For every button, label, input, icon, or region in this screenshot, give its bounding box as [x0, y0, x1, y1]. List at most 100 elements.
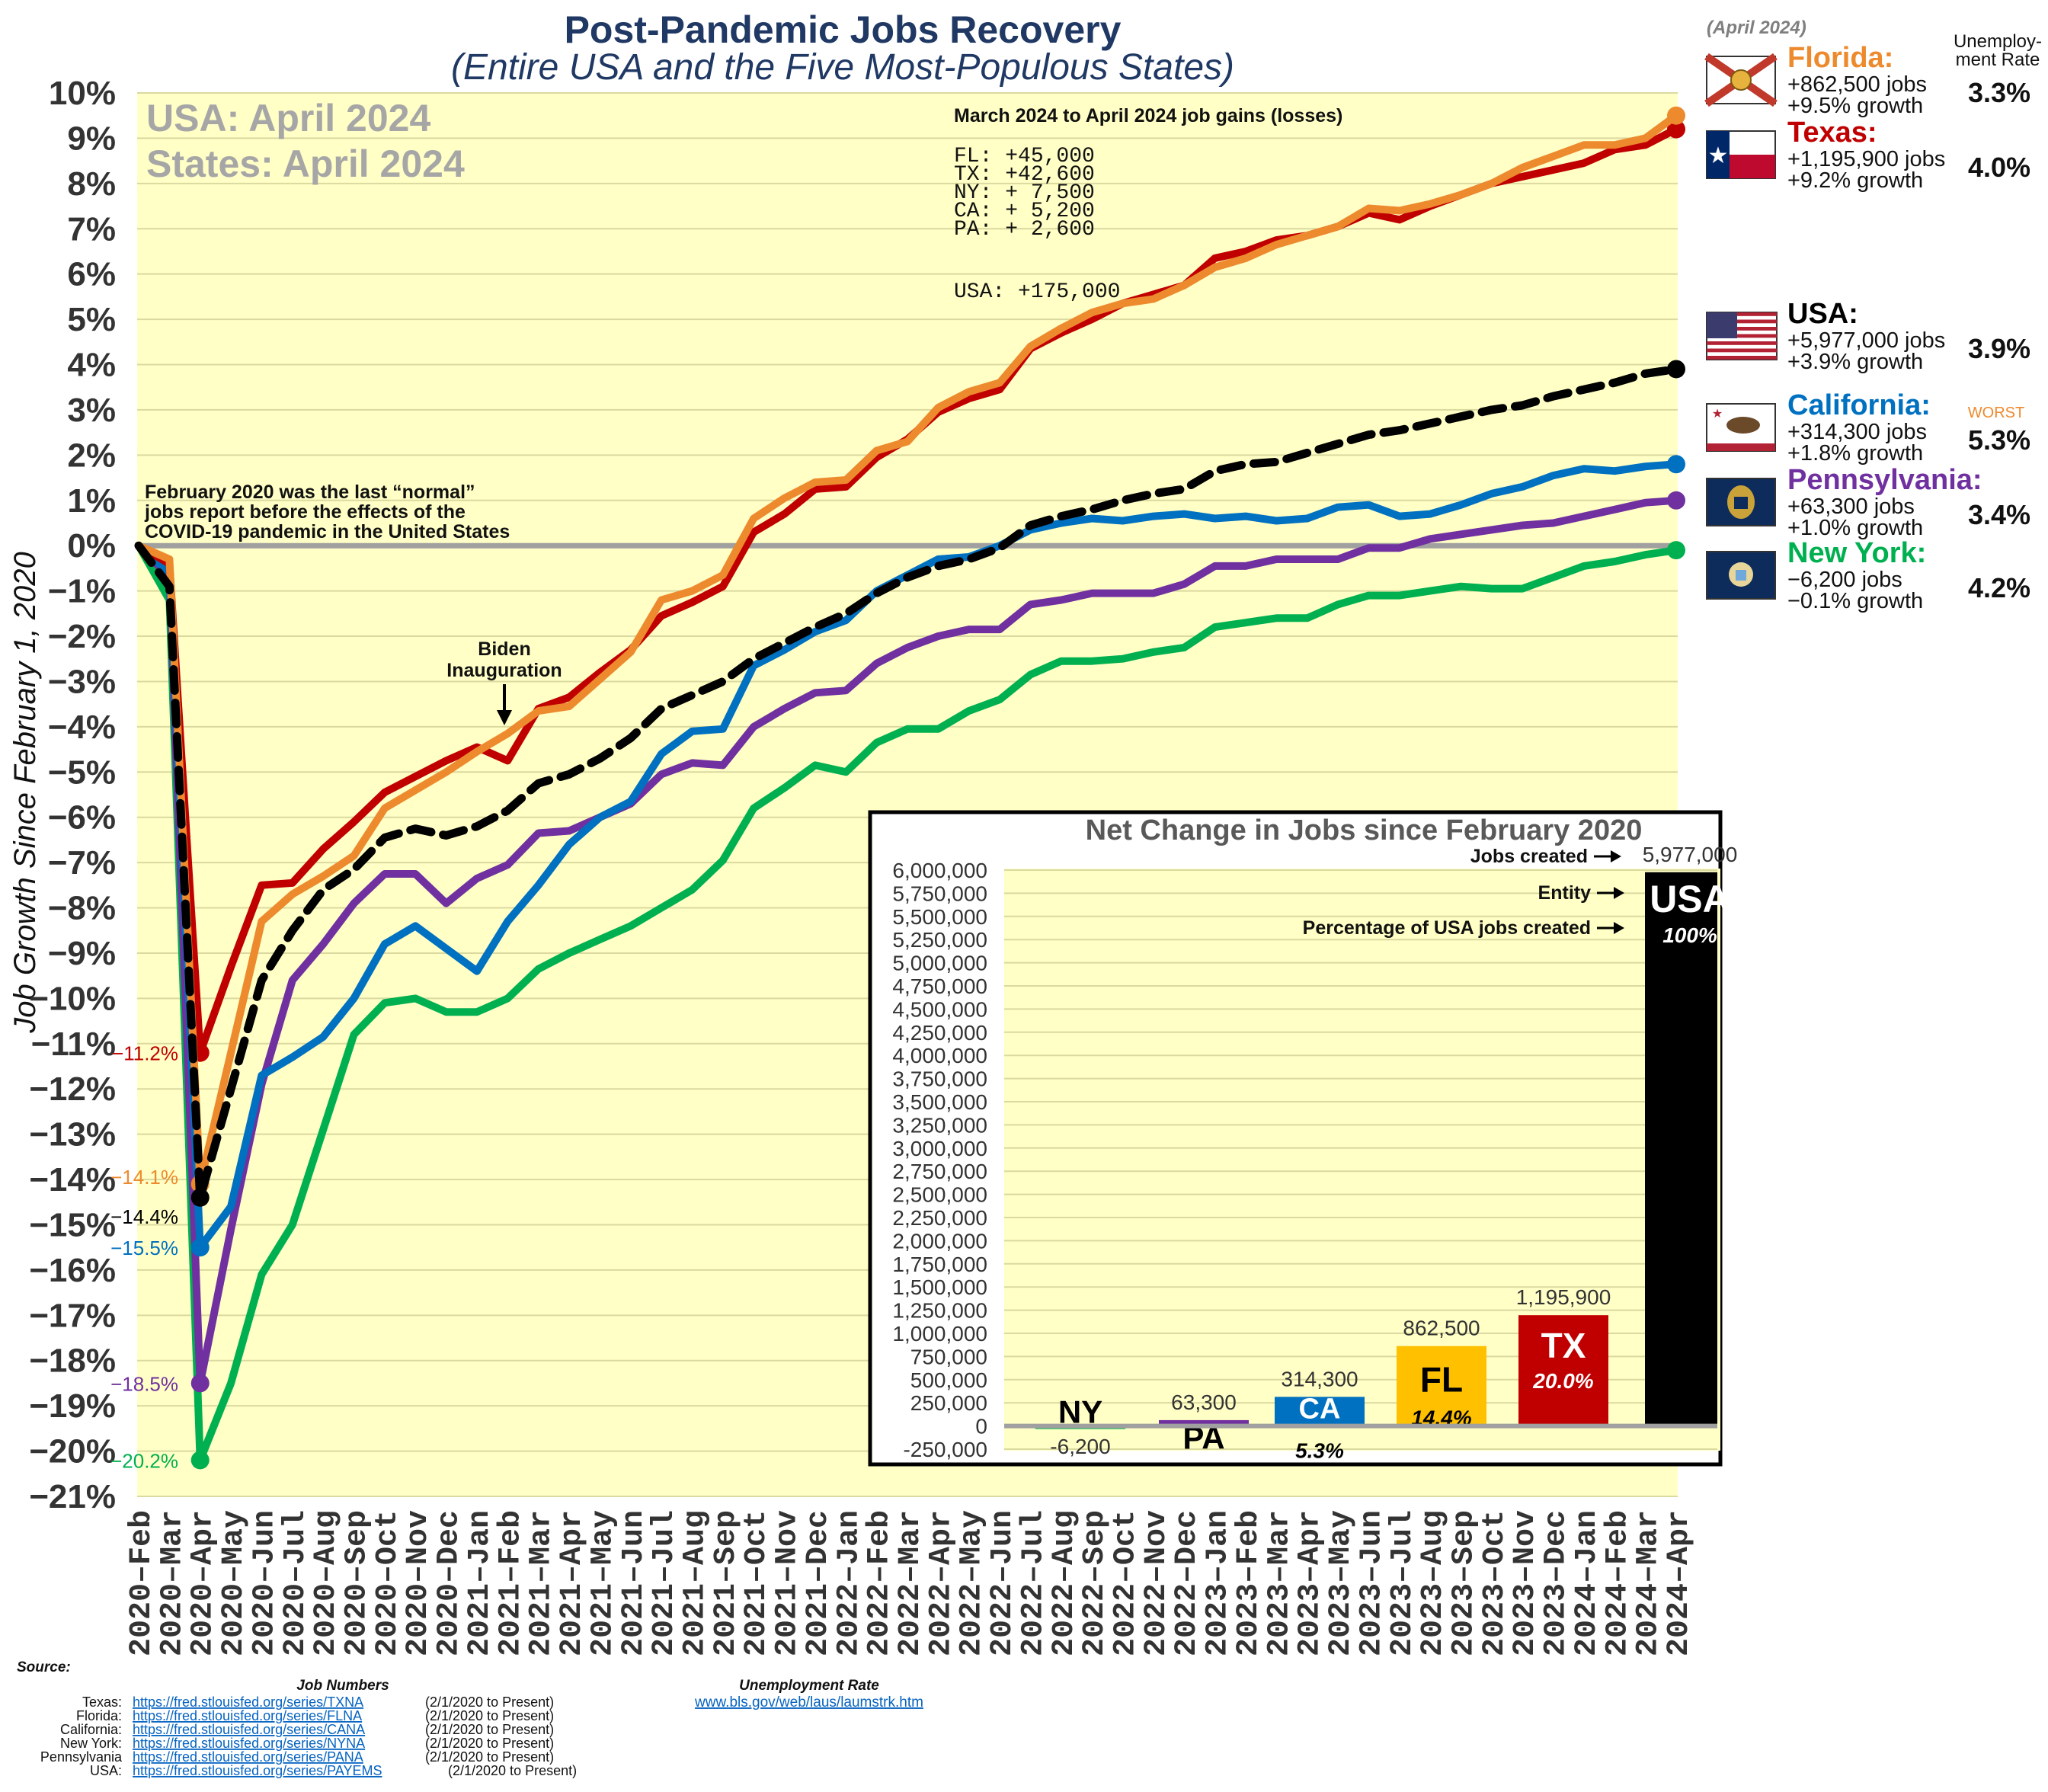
y-tick-label: −5%: [48, 754, 116, 791]
x-tick-label: 2020–Sep: [341, 1510, 375, 1656]
flag-texas-blue: [1707, 131, 1730, 178]
biden-label-1: Biden: [478, 638, 530, 660]
y-tick-label: 7%: [67, 210, 116, 248]
inset-y-tick-label: 0: [975, 1415, 987, 1438]
series-line-pennsylvania: [135, 496, 1680, 1387]
y-tick-label: −1%: [48, 573, 116, 610]
source-note: (2/1/2020 to Present): [425, 1694, 554, 1710]
legend-unemp-rate: 5.3%: [1968, 424, 2030, 456]
legend-jobs: +314,300 jobs: [1787, 420, 1927, 444]
x-tick-label: 2022–Mar: [894, 1510, 928, 1656]
y-tick-label: −4%: [48, 709, 116, 746]
x-tick-label: 2022–Feb: [863, 1510, 898, 1656]
x-tick-label: 2024–Feb: [1601, 1510, 1635, 1656]
inset-y-tick-label: 5,500,000: [892, 905, 987, 929]
biden-label-2: Inauguration: [446, 660, 562, 681]
x-tick-label: 2021–Jan: [463, 1510, 498, 1656]
y-tick-label: −2%: [48, 618, 116, 655]
inset-y-tick-label: 5,000,000: [892, 952, 987, 975]
y-tick-label: 3%: [67, 392, 116, 429]
inset-y-tick-label: 750,000: [910, 1345, 987, 1368]
inset-y-tick-label: 1,000,000: [892, 1322, 987, 1346]
end-marker-pennsylvania: [1667, 491, 1685, 510]
source-label: Source:: [17, 1659, 71, 1675]
flag-usa-stripe: [1707, 319, 1777, 324]
x-tick-label: 2020–Jun: [248, 1510, 282, 1656]
end-marker-california: [1667, 455, 1685, 474]
inset-bar-usa: [1645, 872, 1717, 1426]
inset-title: Net Change in Jobs since February 2020: [1086, 814, 1643, 846]
legend-name: Texas:: [1787, 117, 1877, 149]
inset-note-jobs_created: Jobs created: [1470, 846, 1588, 867]
y-tick-label: −15%: [29, 1206, 116, 1243]
legend-jobs: +1,195,900 jobs: [1787, 147, 1945, 171]
chart-subtitle: (Entire USA and the Five Most-Populous S…: [451, 47, 1234, 88]
inset-value-label: 1,195,900: [1516, 1285, 1611, 1309]
monthly-gain-line: CA: + 5,200: [954, 200, 1095, 223]
legend-name: New York:: [1787, 537, 1926, 569]
x-tick-label: 2022–Nov: [1140, 1510, 1174, 1656]
x-tick-label: 2023–Feb: [1232, 1510, 1266, 1656]
inset-category-label: FL: [1420, 1360, 1463, 1400]
end-marker-usa: [1667, 360, 1685, 379]
legend-growth: +9.5% growth: [1787, 94, 1923, 118]
y-tick-label: 1%: [67, 482, 116, 520]
inset-note-arrow-head: [1614, 887, 1624, 899]
chart-title: Post-Pandemic Jobs Recovery: [565, 8, 1122, 51]
x-tick-label: 2022–Jan: [832, 1510, 866, 1656]
legend-growth: +3.9% growth: [1787, 350, 1923, 374]
trough-label: −20.2%: [110, 1449, 178, 1472]
x-tick-label: 2022–Jun: [986, 1510, 1020, 1656]
flag-florida-seal: [1730, 69, 1752, 91]
inset-y-tick-label: 1,250,000: [892, 1299, 987, 1323]
x-tick-label: 2021–Mar: [525, 1510, 559, 1656]
x-tick-label: 2021–Oct: [740, 1510, 774, 1656]
legend-growth: +1.0% growth: [1787, 516, 1923, 540]
x-tick-label: 2023–Jan: [1202, 1510, 1236, 1656]
inset-y-tick-label: 4,000,000: [892, 1044, 987, 1067]
trough-marker-california: [190, 1238, 210, 1257]
y-tick-label: −6%: [48, 799, 116, 837]
inset-notes: Jobs created Entity Percentage of USA jobs…: [1303, 846, 1624, 939]
x-tick-label: 2024–Apr: [1662, 1510, 1697, 1656]
legend-name: Pennsylvania:: [1787, 464, 1982, 496]
monthly-gains-usa: USA: +175,000: [954, 280, 1120, 304]
feb2020-note-line: COVID-19 pandemic in the United States: [145, 521, 510, 542]
trough-label: −14.1%: [110, 1166, 178, 1189]
inset-y-tick-label: 3,000,000: [892, 1137, 987, 1160]
x-tick-label: 2022–Aug: [1048, 1510, 1082, 1656]
x-tick-label: 2023–May: [1324, 1510, 1358, 1656]
x-tick-label: 2020–Dec: [433, 1510, 467, 1656]
y-tick-label: 10%: [49, 75, 116, 112]
source-note: (2/1/2020 to Present): [448, 1763, 577, 1778]
source-state: USA:: [90, 1763, 122, 1778]
x-tick-label: 2024–Mar: [1632, 1510, 1666, 1656]
legend-name: California:: [1787, 389, 1931, 421]
legend-unemp-rate: 3.3%: [1968, 77, 2030, 108]
worst-badge: WORST: [1968, 405, 2024, 421]
inset-bar-chart: Net Change in Jobs since February 2020 6…: [868, 810, 1737, 1467]
inset-value-label: 314,300: [1281, 1367, 1358, 1390]
feb2020-note-line: February 2020 was the last “normal”: [145, 482, 475, 503]
inset-y-tick-label: 6,000,000: [892, 859, 987, 882]
x-tick-label: 2021–Feb: [494, 1510, 528, 1656]
flag-new-york-shield: [1736, 570, 1746, 581]
flag-usa-stripe: [1707, 348, 1777, 353]
legend-unemp-rate: 4.2%: [1968, 572, 2030, 603]
inset-y-tick-label: 1,750,000: [892, 1253, 987, 1276]
inset-y-tick-label: 3,500,000: [892, 1090, 987, 1114]
inset-y-tick-label: 5,250,000: [892, 928, 987, 952]
x-tick-label: 2020–Jul: [279, 1510, 313, 1656]
x-tick-label: 2022–Oct: [1109, 1510, 1144, 1656]
y-tick-label: −21%: [29, 1478, 116, 1515]
legend-name: USA:: [1787, 298, 1858, 330]
x-tick-label: 2022–Jul: [1016, 1510, 1051, 1656]
x-tick-label: 2020–Nov: [402, 1510, 436, 1656]
legend-unemp-rate: 4.0%: [1968, 152, 2030, 183]
inset-y-tick-label: -250,000: [903, 1438, 987, 1461]
x-tick-label: 2023–Jul: [1386, 1510, 1420, 1656]
legend-jobs: +862,500 jobs: [1787, 72, 1927, 97]
y-tick-label: −18%: [29, 1342, 116, 1380]
biden-arrow-head: [497, 710, 512, 725]
